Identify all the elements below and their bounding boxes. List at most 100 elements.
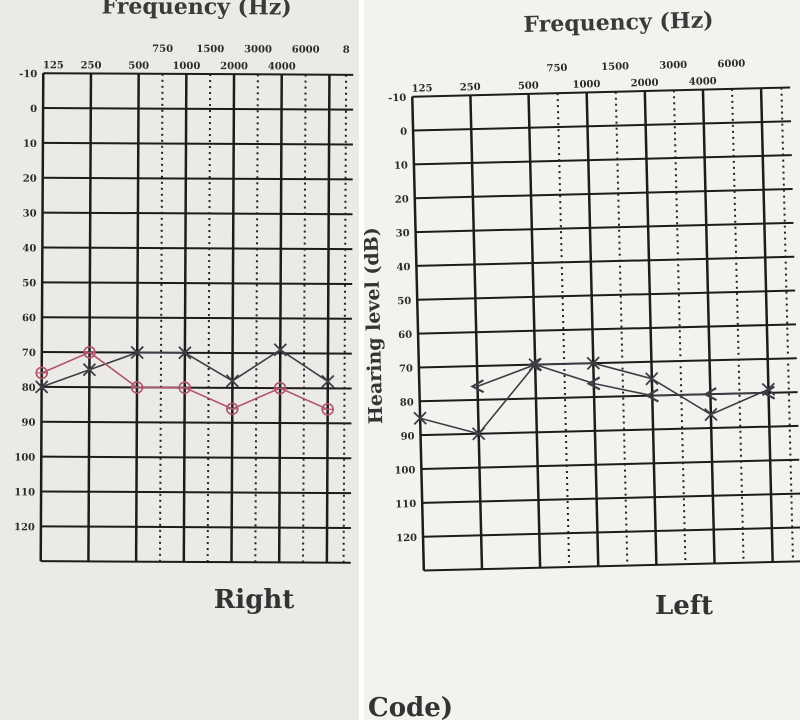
grid-dotted-vline (614, 91, 629, 566)
grid-hline (420, 424, 799, 437)
grid-vline (87, 73, 93, 562)
y-tick-label: 90 (401, 431, 415, 442)
grid-hline (41, 385, 352, 390)
grid-hline (418, 323, 796, 335)
x-tick-label: 1000 (572, 79, 600, 91)
grid-hline (41, 455, 352, 460)
grid-hline (42, 176, 353, 181)
grid-dotted-vline (556, 93, 571, 568)
y-tick-label: 110 (14, 487, 35, 498)
y-tick-label: 120 (14, 522, 35, 533)
grid-hline (413, 154, 792, 166)
x-tick-label: 125 (412, 83, 433, 95)
grid-hline (41, 420, 352, 425)
y-tick-label: 10 (394, 161, 408, 172)
x-tick-label-top: 1500 (601, 61, 629, 73)
grid-vline (134, 73, 140, 562)
x-tick-label-top: 3000 (244, 44, 272, 55)
y-tick-label: 60 (22, 313, 36, 324)
chart-rotation-group: Frequency (Hz) -10 0 10 20 30 40 50 60 70 80 90 100 1… (364, 7, 800, 572)
data-point-circle (178, 381, 192, 394)
grid-dotted-vline (672, 90, 687, 565)
grid-hline (40, 560, 351, 564)
grid-dotted-vline (780, 87, 795, 562)
data-point-x (130, 345, 144, 360)
grid-hline (423, 560, 800, 572)
data-point-circle (35, 366, 49, 380)
x-tick-label-top: 6000 (292, 44, 320, 55)
y-axis-label: Hearing level (dB) (364, 227, 387, 424)
x-tick-label-top: 1500 (196, 44, 224, 55)
grid-hline (415, 221, 794, 234)
grid-hline (417, 289, 796, 301)
x-tick-label: 250 (460, 82, 481, 94)
grid-hline (40, 525, 351, 529)
grid-hline (412, 86, 791, 98)
x-tick-label: 4000 (689, 76, 717, 88)
grid-vline (759, 88, 774, 563)
data-point-bracket (761, 385, 776, 400)
y-tick-label: 50 (397, 296, 411, 307)
data-point-bracket (470, 379, 485, 394)
data-point-bracket (703, 387, 718, 402)
y-tick-label: 80 (22, 383, 36, 394)
grid-hline (421, 458, 800, 471)
y-tick-label: 100 (394, 465, 415, 477)
y-tick-label: 70 (399, 364, 413, 375)
x-tick-label-top: 3000 (659, 60, 687, 72)
left-ear-audiogram: Frequency (Hz) -10 0 10 20 30 40 50 60 70 80 90 100 1… (364, 7, 800, 720)
data-point-circle (83, 345, 96, 359)
y-tick-label: -10 (388, 93, 406, 104)
x-tick-label-top: 8 (343, 45, 350, 56)
y-tick-label: 110 (395, 499, 416, 511)
data-point-x (34, 380, 49, 394)
grid-vline (325, 74, 331, 563)
x-tick-label: 4000 (268, 61, 296, 72)
y-tick-label: 80 (400, 397, 414, 408)
left-ear-audiogram-photo: Frequency (Hz) -10 0 10 20 30 40 50 60 70 80 90 100 1… (364, 0, 800, 720)
data-point-bracket (644, 388, 659, 403)
grid-hline (42, 141, 353, 146)
y-tick-label: 100 (14, 452, 35, 463)
grid-hline (42, 281, 353, 285)
data-point-circle (273, 381, 287, 395)
grid-hline (414, 187, 793, 200)
grid-vline (643, 90, 658, 565)
x-tick-label: 500 (128, 61, 149, 72)
y-tick-label: 0 (400, 127, 407, 138)
y-tick-label: 40 (396, 262, 410, 273)
x-tick-label-top: 750 (152, 44, 173, 55)
y-tick-label: 50 (22, 278, 36, 289)
data-point-x (321, 374, 335, 389)
x-tick-label-top: 750 (546, 63, 567, 75)
grid-hline (413, 120, 792, 132)
grid-hline (41, 316, 353, 320)
y-tick-label: 20 (23, 174, 37, 185)
data-point-circle (321, 403, 334, 416)
data-point-bracket (586, 376, 601, 391)
grid-vline (39, 73, 45, 562)
series-line (477, 363, 769, 397)
data-point-x (704, 407, 718, 422)
y-tick-label: 20 (395, 194, 409, 205)
grid-vline (277, 74, 283, 563)
y-tick-label: -10 (19, 69, 37, 80)
grid-dotted-vline (731, 88, 745, 563)
right-ear-audiogram-photo: Frequency (Hz) -10 0 10 20 30 40 50 60 70 80 90 100 1… (0, 0, 359, 720)
ear-label: Left (655, 591, 713, 621)
y-tick-label: 30 (23, 209, 37, 220)
y-tick-label: 70 (22, 348, 36, 359)
grid-vline (527, 93, 542, 568)
x-tick-label: 2000 (631, 78, 659, 90)
y-tick-label: 30 (396, 228, 410, 239)
right-ear-audiogram: Frequency (Hz) -10 0 10 20 30 40 50 60 70 80 90 100 1… (14, 0, 354, 615)
grid-hline (43, 107, 354, 111)
grid-hline (42, 211, 353, 216)
data-point-circle (130, 381, 144, 394)
grid-vline (701, 89, 716, 564)
photo-divider (359, 0, 364, 720)
grid-hline (422, 492, 800, 504)
grid-hline (418, 357, 797, 369)
y-tick-label: 40 (22, 243, 36, 254)
x-tick-label: 500 (518, 81, 539, 93)
